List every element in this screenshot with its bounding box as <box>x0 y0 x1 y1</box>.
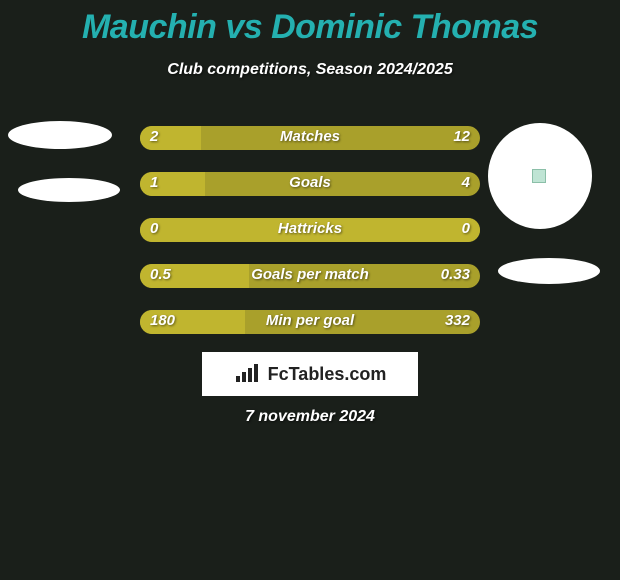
avatar-placeholder-icon <box>532 169 546 183</box>
stat-right-value: 0.33 <box>441 266 470 283</box>
stat-label: Hattricks <box>140 220 480 237</box>
stats-container: 2 Matches 12 1 Goals 4 0 Hattricks 0 0.5… <box>140 126 480 356</box>
brand-text: FcTables.com <box>268 364 387 385</box>
right-avatar-ellipse <box>498 258 600 284</box>
stat-row-matches: 2 Matches 12 <box>140 126 480 150</box>
brand-box: FcTables.com <box>202 352 418 396</box>
stat-row-mpg: 180 Min per goal 332 <box>140 310 480 334</box>
stat-row-hattricks: 0 Hattricks 0 <box>140 218 480 242</box>
stat-right-value: 0 <box>462 220 470 237</box>
stat-label: Goals per match <box>140 266 480 283</box>
page-title: Mauchin vs Dominic Thomas <box>0 0 620 47</box>
chart-icon <box>234 364 262 384</box>
right-avatar-circle <box>488 123 592 229</box>
left-avatar-ellipse-1 <box>8 121 112 149</box>
stat-label: Matches <box>140 128 480 145</box>
stat-label: Goals <box>140 174 480 191</box>
stat-right-value: 4 <box>462 174 470 191</box>
left-avatar-ellipse-2 <box>18 178 120 202</box>
subtitle: Club competitions, Season 2024/2025 <box>0 61 620 79</box>
stat-row-gpm: 0.5 Goals per match 0.33 <box>140 264 480 288</box>
stat-right-value: 12 <box>453 128 470 145</box>
stat-right-value: 332 <box>445 312 470 329</box>
stat-row-goals: 1 Goals 4 <box>140 172 480 196</box>
date-text: 7 november 2024 <box>0 408 620 426</box>
stat-label: Min per goal <box>140 312 480 329</box>
